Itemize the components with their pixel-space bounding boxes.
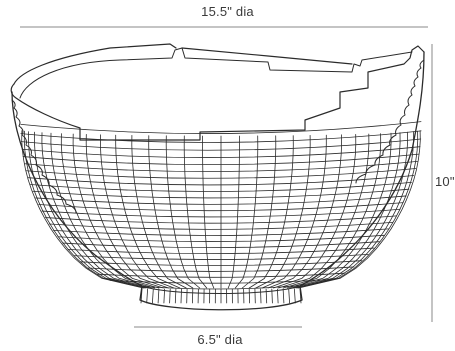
foot-grid-line bbox=[180, 288, 182, 304]
grid-meridian bbox=[295, 131, 414, 289]
bowl bbox=[10, 43, 425, 311]
grid-band bbox=[20, 121, 422, 134]
grid-meridian bbox=[148, 135, 194, 289]
outer-rim-right bbox=[181, 47, 353, 65]
foot-grid-line bbox=[288, 288, 291, 304]
grid-meridian bbox=[50, 132, 156, 289]
foot-grid-line bbox=[265, 288, 268, 304]
height-label: 10" bbox=[435, 174, 455, 189]
bowl-outline bbox=[11, 51, 425, 311]
grid-meridian bbox=[261, 134, 327, 289]
foot-grid-line bbox=[151, 288, 154, 304]
right-ridges bbox=[355, 59, 425, 184]
grid-meridian bbox=[293, 131, 408, 289]
top-diameter-label: 15.5" dia bbox=[201, 4, 254, 19]
grid-meridian bbox=[21, 130, 144, 289]
foot-top bbox=[141, 285, 301, 294]
inner-rim bbox=[19, 47, 413, 99]
foot-grid-line bbox=[163, 288, 166, 304]
foot-grid-line bbox=[260, 288, 262, 304]
grid-meridian bbox=[100, 134, 175, 289]
grid-meridian bbox=[255, 135, 311, 289]
foot-grid-line bbox=[293, 288, 296, 304]
grid-meridian bbox=[72, 133, 164, 289]
grid-meridian bbox=[286, 132, 392, 289]
grid-meridian bbox=[202, 135, 215, 289]
grid-meridian bbox=[248, 135, 294, 289]
grid-meridian bbox=[282, 133, 382, 289]
grid-meridian bbox=[234, 135, 259, 289]
base-diameter-label: 6.5" dia bbox=[197, 332, 243, 347]
foot-grid-line bbox=[271, 288, 273, 304]
grid-meridian bbox=[85, 134, 169, 289]
grid-meridian bbox=[23, 130, 145, 289]
foot-grid-line bbox=[276, 288, 279, 304]
grid-meridian bbox=[115, 134, 181, 289]
grid-meridian bbox=[227, 135, 240, 289]
left-ridges bbox=[11, 99, 77, 214]
grid-meridian bbox=[131, 135, 187, 289]
grid-meridian bbox=[278, 133, 370, 289]
grid-meridian bbox=[41, 132, 152, 289]
grid-meridian bbox=[290, 132, 401, 289]
foot-grid-line bbox=[140, 288, 143, 304]
foot-grid-line bbox=[146, 288, 149, 304]
grid-meridian bbox=[183, 135, 208, 289]
grid-meridian bbox=[297, 130, 419, 289]
grid-meridian bbox=[28, 131, 147, 289]
grid-meridian bbox=[165, 135, 201, 289]
foot-grid-line bbox=[169, 288, 171, 304]
grid-meridian bbox=[60, 133, 160, 289]
outer-rim-left bbox=[13, 43, 177, 85]
surface-grid bbox=[20, 121, 422, 304]
grid-meridian bbox=[273, 134, 357, 289]
grid-meridian bbox=[267, 134, 342, 289]
foot-grid-line bbox=[299, 288, 302, 304]
foot-grid-line bbox=[282, 288, 285, 304]
grid-meridian bbox=[241, 135, 277, 289]
grid-meridian bbox=[298, 130, 421, 289]
foot-grid-line bbox=[157, 288, 160, 304]
foot-grid-line bbox=[174, 288, 177, 304]
grid-meridian bbox=[34, 131, 149, 289]
